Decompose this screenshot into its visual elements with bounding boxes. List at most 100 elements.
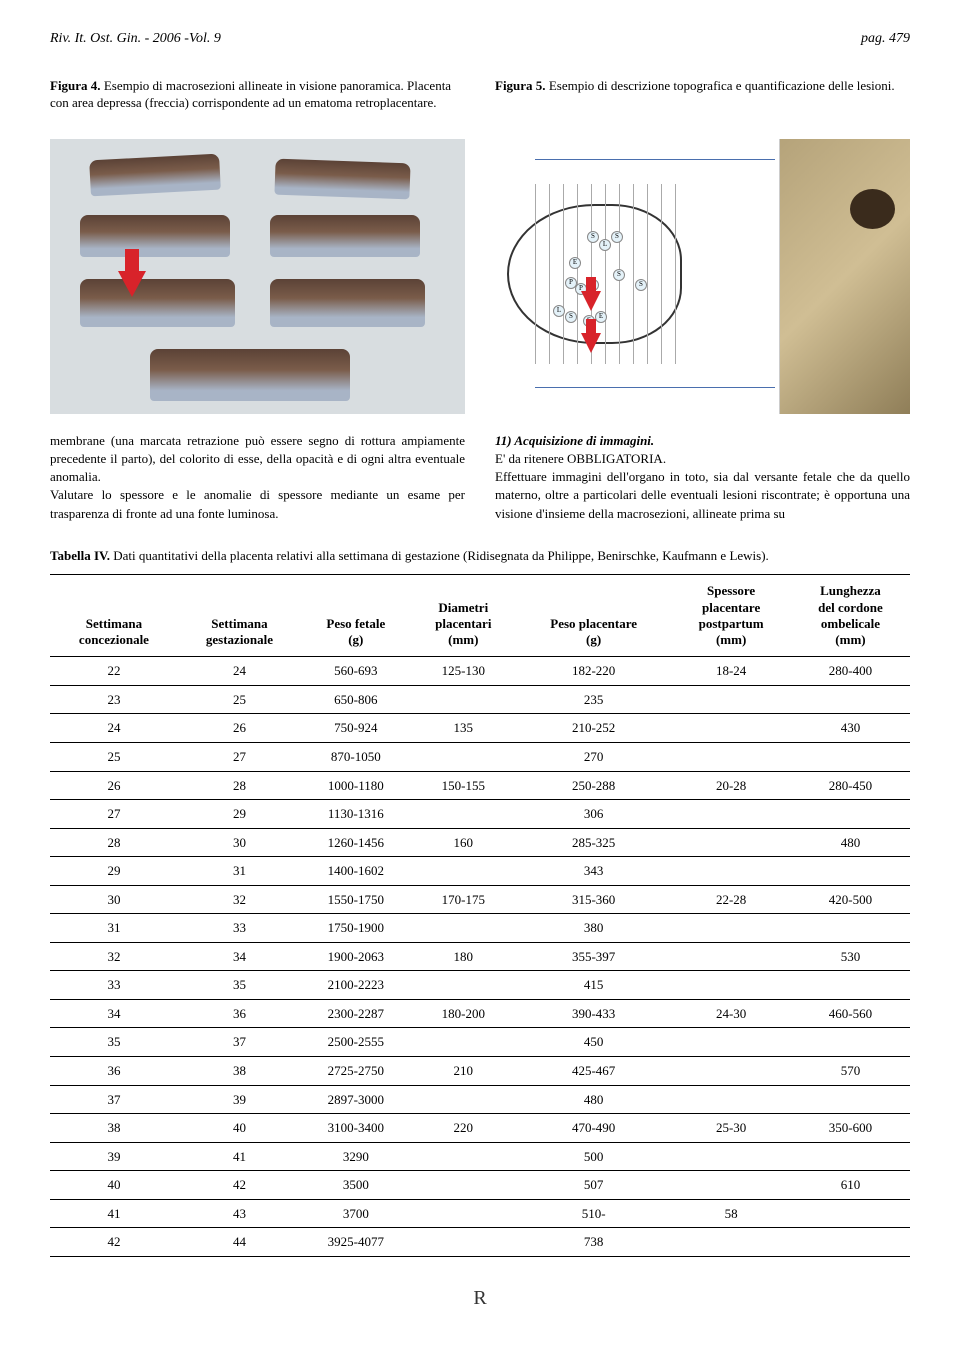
table-cell: 420-500 — [791, 885, 910, 914]
table-column-header: Peso fetale(g) — [301, 575, 411, 657]
table-cell: 42 — [50, 1228, 178, 1257]
table-cell: 1900-2063 — [301, 942, 411, 971]
table-cell — [671, 800, 791, 829]
table-cell: 36 — [50, 1057, 178, 1086]
table-cell: 355-397 — [516, 942, 671, 971]
table-cell: 33 — [50, 971, 178, 1000]
table-row: 2527870-1050270 — [50, 743, 910, 772]
table-cell: 22 — [50, 657, 178, 686]
table-cell: 150-155 — [411, 771, 516, 800]
table-cell — [791, 743, 910, 772]
table-cell: 220 — [411, 1114, 516, 1143]
table-row: 30321550-1750170-175315-36022-28420-500 — [50, 885, 910, 914]
table-cell: 470-490 — [516, 1114, 671, 1143]
table-cell: 610 — [791, 1171, 910, 1200]
table-cell: 27 — [50, 800, 178, 829]
table-cell: 40 — [178, 1114, 301, 1143]
table-row: 2426750-924135210-252430 — [50, 714, 910, 743]
table-column-header: Spessoreplacentarepostpartum(mm) — [671, 575, 791, 657]
figure-4-image — [50, 139, 465, 414]
table-header-row: SettimanaconcezionaleSettimanagestaziona… — [50, 575, 910, 657]
arrow-icon — [581, 333, 601, 353]
data-table: SettimanaconcezionaleSettimanagestaziona… — [50, 574, 910, 1256]
table-cell: 2500-2555 — [301, 1028, 411, 1057]
table-cell: 2725-2750 — [301, 1057, 411, 1086]
table-cell: 30 — [50, 885, 178, 914]
table-row: 38403100-3400220470-49025-30350-600 — [50, 1114, 910, 1143]
lesion-marker: S — [587, 231, 599, 243]
body-text-columns: membrane (una marcata retrazione può ess… — [50, 432, 910, 523]
table-cell: 3290 — [301, 1142, 411, 1171]
table-cell: 39 — [178, 1085, 301, 1114]
table-column-header: Lunghezzadel cordoneombelicale(mm) — [791, 575, 910, 657]
table-cell: 750-924 — [301, 714, 411, 743]
table-cell: 450 — [516, 1028, 671, 1057]
lesion-marker: E — [569, 257, 581, 269]
table-cell: 343 — [516, 857, 671, 886]
table-cell: 28 — [178, 771, 301, 800]
table-cell: 1130-1316 — [301, 800, 411, 829]
table-cell: 29 — [50, 857, 178, 886]
table-cell: 280-450 — [791, 771, 910, 800]
table-cell: 24-30 — [671, 999, 791, 1028]
table-cell: 430 — [791, 714, 910, 743]
table-row: 32341900-2063180355-397530 — [50, 942, 910, 971]
table-cell: 32 — [50, 942, 178, 971]
figure-5-label: Figura 5. — [495, 78, 546, 93]
table-cell — [671, 828, 791, 857]
figure-4-caption: Figura 4. Esempio di macrosezioni alline… — [50, 77, 465, 133]
table-row: 36382725-2750210425-467570 — [50, 1057, 910, 1086]
table-cell: 41 — [50, 1199, 178, 1228]
table-cell: 35 — [50, 1028, 178, 1057]
table-body: 2224560-693125-130182-22018-24280-400232… — [50, 657, 910, 1256]
table-cell: 27 — [178, 743, 301, 772]
table-cell — [791, 1142, 910, 1171]
figure-4: Figura 4. Esempio di macrosezioni alline… — [50, 77, 465, 414]
table-cell — [411, 857, 516, 886]
figures-row: Figura 4. Esempio di macrosezioni alline… — [50, 77, 910, 414]
table-cell: 125-130 — [411, 657, 516, 686]
table-cell: 35 — [178, 971, 301, 1000]
table-cell: 235 — [516, 685, 671, 714]
table-cell: 41 — [178, 1142, 301, 1171]
figure-5-caption-text: Esempio di descrizione topografica e qua… — [549, 78, 895, 93]
table-cell: 3500 — [301, 1171, 411, 1200]
table-cell — [671, 1228, 791, 1257]
table-cell: 26 — [178, 714, 301, 743]
page-number: pag. 479 — [861, 30, 910, 49]
table-row: 34362300-2287180-200390-43324-30460-560 — [50, 999, 910, 1028]
figure-5-image: SLSESSPPLLSSE — [495, 139, 910, 414]
table-column-header: Settimanaconcezionale — [50, 575, 178, 657]
table-cell — [671, 857, 791, 886]
table-cell: 2897-3000 — [301, 1085, 411, 1114]
table-cell: 135 — [411, 714, 516, 743]
table-cell: 25 — [178, 685, 301, 714]
table-cell: 31 — [178, 857, 301, 886]
table-cell — [411, 1142, 516, 1171]
table-cell: 43 — [178, 1199, 301, 1228]
table-cell: 18-24 — [671, 657, 791, 686]
table-cell: 380 — [516, 914, 671, 943]
table-cell: 24 — [178, 657, 301, 686]
table-cell: 37 — [50, 1085, 178, 1114]
table-cell: 560-693 — [301, 657, 411, 686]
journal-vol: Vol. 9 — [189, 31, 221, 46]
table-cell — [671, 1142, 791, 1171]
table-cell: 25-30 — [671, 1114, 791, 1143]
table-row: 35372500-2555450 — [50, 1028, 910, 1057]
table-cell: 415 — [516, 971, 671, 1000]
table-row: 40423500507610 — [50, 1171, 910, 1200]
lesion-marker: S — [565, 311, 577, 323]
figure-5-diagram: SLSESSPPLLSSE — [495, 139, 780, 414]
table-cell — [791, 1085, 910, 1114]
table-cell: 1260-1456 — [301, 828, 411, 857]
table-cell: 315-360 — [516, 885, 671, 914]
table-cell: 23 — [50, 685, 178, 714]
table-cell — [411, 743, 516, 772]
lesion-spot — [850, 189, 895, 229]
table-cell: 22-28 — [671, 885, 791, 914]
table-cell — [411, 685, 516, 714]
table-cell: 1550-1750 — [301, 885, 411, 914]
table-row: 31331750-1900380 — [50, 914, 910, 943]
lesion-marker: L — [553, 305, 565, 317]
